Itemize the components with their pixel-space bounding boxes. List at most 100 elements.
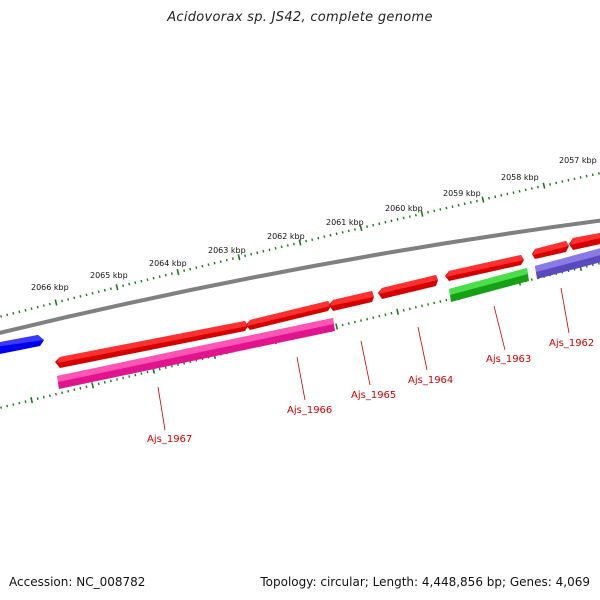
- ruler-minor-tick: [402, 216, 405, 220]
- ruler-minor-tick: [372, 316, 375, 319]
- ruler-minor-tick: [91, 291, 94, 295]
- ruler-label: 2061 kbp: [326, 218, 364, 227]
- ruler-major-tick: [298, 239, 302, 246]
- ruler-minor-tick: [335, 232, 338, 236]
- gene-red-3[interactable]: [329, 291, 374, 311]
- ruler-minor-tick: [414, 213, 417, 217]
- ruler-minor-tick: [122, 284, 125, 287]
- ruler-minor-tick: [97, 382, 100, 386]
- ruler-minor-tick: [585, 174, 588, 178]
- ruler-minor-tick: [225, 258, 228, 262]
- ruler-minor-tick: [201, 264, 204, 268]
- ruler-major-tick: [30, 397, 34, 404]
- ruler-minor-tick: [347, 322, 350, 325]
- ruler-minor-tick: [67, 298, 70, 301]
- gene-red-1[interactable]: [55, 321, 248, 368]
- ruler-minor-tick: [427, 210, 430, 214]
- ruler-label: 2062 kbp: [267, 232, 305, 241]
- ruler-minor-tick: [158, 367, 161, 371]
- gene-green[interactable]: [449, 268, 529, 302]
- gene-red-4[interactable]: [378, 275, 438, 299]
- ruler-minor-tick: [518, 189, 521, 193]
- ruler-minor-tick: [164, 273, 167, 277]
- ruler-minor-tick: [42, 304, 45, 307]
- gene-label: Ajs_1965: [351, 390, 396, 401]
- ruler-minor-tick: [140, 279, 143, 283]
- ruler-minor-tick: [219, 260, 222, 263]
- ruler-minor-tick: [6, 404, 9, 408]
- gene-red-7[interactable]: [569, 232, 600, 250]
- ruler-label: 2065 kbp: [90, 271, 128, 280]
- gene-magenta[interactable]: [57, 318, 335, 389]
- ruler-minor-tick: [116, 378, 118, 381]
- ruler-minor-tick: [0, 315, 3, 318]
- gene-purple[interactable]: [535, 247, 600, 279]
- ruler-minor-tick: [36, 305, 39, 309]
- ruler-minor-tick: [317, 236, 320, 240]
- ruler-minor-tick: [231, 257, 234, 260]
- ruler-minor-tick: [0, 406, 3, 409]
- ruler-minor-tick: [323, 235, 326, 238]
- ruler-minor-tick: [311, 238, 314, 241]
- ruler-minor-tick: [244, 254, 247, 258]
- ruler-minor-tick: [170, 364, 173, 368]
- ruler-minor-tick: [402, 308, 405, 312]
- ruler-minor-tick: [366, 225, 369, 228]
- gene-blue-left[interactable]: [0, 335, 44, 355]
- ruler-minor-tick: [6, 313, 9, 317]
- ruler-label: 2059 kbp: [443, 189, 481, 198]
- gene-red-5[interactable]: [445, 255, 524, 281]
- ruler-minor-tick: [597, 172, 600, 175]
- ruler-minor-tick: [207, 263, 210, 266]
- ruler-minor-tick: [433, 301, 436, 305]
- ruler-minor-tick: [48, 394, 51, 398]
- ruler-minor-tick: [42, 395, 45, 399]
- ruler-minor-tick: [109, 287, 112, 291]
- ruler-minor-tick: [73, 296, 76, 300]
- ruler-minor-tick: [305, 239, 308, 243]
- ruler-minor-tick: [390, 219, 393, 223]
- ruler-minor-tick: [341, 323, 344, 327]
- ruler-minor-tick: [549, 183, 552, 186]
- genome-summary-text: Topology: circular; Length: 4,448,856 bp…: [260, 575, 590, 589]
- ruler-major-tick: [481, 196, 485, 203]
- ruler-minor-tick: [79, 386, 82, 390]
- gene-red-2[interactable]: [246, 301, 331, 330]
- ruler-minor-tick: [573, 177, 576, 181]
- ruler-minor-tick: [55, 392, 57, 396]
- ruler-minor-tick: [506, 192, 509, 196]
- genome-backbone: [0, 218, 600, 335]
- ruler-label: 2058 kbp: [501, 173, 539, 182]
- gene-red-6[interactable]: [532, 241, 569, 259]
- ruler-minor-tick: [134, 373, 137, 377]
- ruler-minor-tick: [408, 307, 411, 311]
- outer-ruler-ticks: [0, 172, 600, 318]
- ruler-minor-tick: [67, 389, 70, 393]
- ruler-minor-tick: [488, 196, 491, 200]
- ruler-major-tick: [237, 254, 241, 261]
- ruler-minor-tick: [579, 176, 582, 179]
- ruler-minor-tick: [85, 385, 88, 389]
- ruler-minor-tick: [494, 195, 497, 199]
- ruler-minor-tick: [561, 180, 564, 183]
- ruler-major-tick: [542, 182, 546, 189]
- gene-label: Ajs_1964: [408, 375, 453, 386]
- ruler-minor-tick: [445, 298, 448, 302]
- ruler-minor-tick: [12, 312, 15, 315]
- ruler-minor-tick: [30, 307, 33, 310]
- ruler-minor-tick: [421, 304, 423, 308]
- ruler-minor-tick: [36, 397, 39, 400]
- ruler-minor-tick: [536, 185, 539, 189]
- ruler-minor-tick: [256, 251, 259, 255]
- ruler-minor-tick: [274, 247, 277, 250]
- ruler-minor-tick: [396, 218, 399, 221]
- ruler-minor-tick: [439, 300, 442, 303]
- ruler-major-tick: [396, 308, 400, 315]
- ruler-minor-tick: [280, 245, 283, 249]
- ruler-minor-tick: [384, 220, 387, 224]
- ruler-minor-tick: [170, 272, 173, 275]
- ruler-major-tick: [91, 382, 95, 389]
- ruler-minor-tick: [378, 222, 381, 226]
- ruler-minor-tick: [152, 276, 155, 280]
- ruler-minor-tick: [48, 302, 51, 306]
